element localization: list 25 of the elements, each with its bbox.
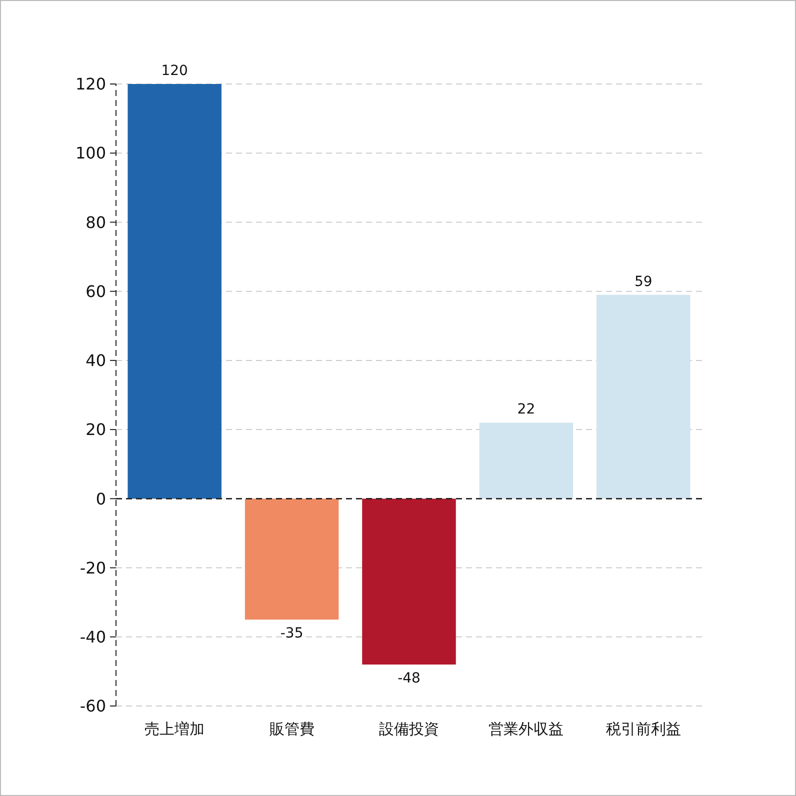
y-tick-label: -40 [80, 627, 106, 646]
x-tick-label: 営業外収益 [488, 720, 564, 738]
x-tick-label: 売上増加 [144, 720, 205, 738]
data-label: -48 [398, 670, 420, 687]
data-label: 22 [517, 402, 536, 418]
y-tick-label: -20 [80, 558, 106, 578]
y-tick-label: 0 [96, 489, 106, 508]
y-tick-label: 20 [86, 420, 106, 440]
x-tick-label: 税引前利益 [606, 720, 681, 738]
y-tick-label: -60 [80, 696, 106, 716]
x-tick-label: 販管費 [269, 720, 314, 738]
data-label: -35 [280, 626, 304, 642]
y-tick-label: 40 [86, 351, 106, 370]
data-label: 120 [161, 63, 188, 79]
y-tick-label: 100 [75, 144, 106, 163]
y-tick-label: 80 [86, 212, 106, 232]
data-label: 59 [634, 274, 652, 290]
x-tick-label: 設備投資 [379, 720, 439, 738]
bar [128, 84, 222, 499]
y-tick-label: 120 [75, 74, 106, 94]
bar [362, 498, 456, 665]
bar [596, 294, 690, 499]
bar [244, 498, 339, 620]
bar [479, 422, 574, 499]
y-tick-label: 60 [86, 282, 106, 301]
